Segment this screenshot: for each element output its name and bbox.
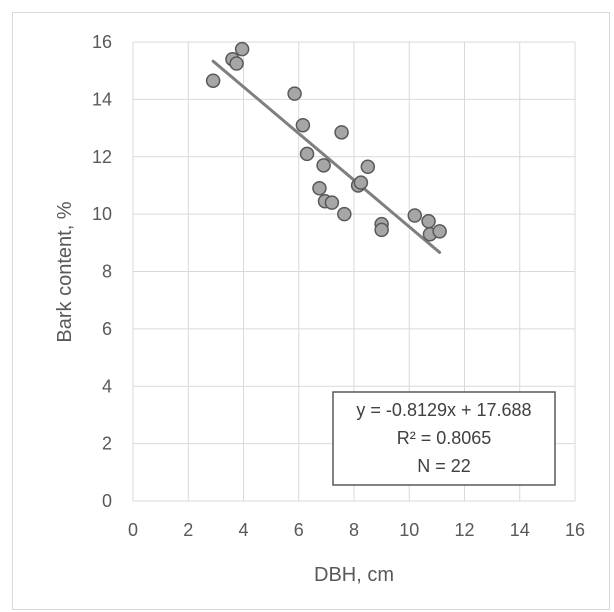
data-point	[334, 125, 349, 140]
data-point	[299, 146, 315, 162]
y-tick-label: 4	[102, 376, 112, 396]
data-point	[337, 206, 352, 222]
r-squared-label: R² = 0.8065	[397, 428, 492, 448]
data-point	[316, 158, 331, 173]
x-tick-label: 16	[565, 520, 585, 540]
data-point	[229, 56, 244, 71]
trendline	[211, 59, 442, 254]
annotation-box	[332, 391, 556, 486]
y-axis-title: Bark content, %	[54, 201, 76, 342]
y-tick-label: 16	[92, 32, 112, 52]
y-tick-label: 0	[102, 491, 112, 511]
x-tick-label: 14	[510, 520, 530, 540]
y-tick-label: 12	[92, 147, 112, 167]
x-tick-label: 4	[238, 520, 248, 540]
x-tick-label: 12	[454, 520, 474, 540]
x-tick-labels: 0 2 4 6 8 10 12 14 16	[128, 520, 585, 540]
data-point	[353, 175, 369, 190]
sample-size-label: N = 22	[417, 456, 471, 476]
x-tick-label: 0	[128, 520, 138, 540]
data-point	[360, 159, 376, 175]
data-point	[234, 41, 250, 57]
x-tick-label: 2	[183, 520, 193, 540]
y-tick-label: 2	[102, 434, 112, 454]
x-tick-label: 6	[294, 520, 304, 540]
data-point	[407, 208, 423, 223]
data-points	[205, 41, 447, 242]
y-tick-label: 10	[92, 204, 112, 224]
regression-annotation-box: y = -0.8129x + 17.688 R² = 0.8065 N = 22	[332, 391, 556, 486]
data-point	[205, 73, 221, 88]
data-point	[432, 224, 447, 239]
y-tick-label: 14	[92, 89, 112, 109]
chart-frame	[12, 12, 610, 610]
data-point	[312, 181, 327, 196]
data-point	[324, 195, 340, 210]
data-point	[287, 86, 302, 101]
y-tick-labels: 0 2 4 6 8 10 12 14 16	[92, 32, 112, 511]
x-tick-label: 10	[399, 520, 419, 540]
data-point	[295, 117, 311, 133]
data-point	[421, 214, 436, 229]
y-tick-label: 8	[102, 262, 112, 282]
data-point	[374, 222, 389, 238]
x-tick-label: 8	[349, 520, 359, 540]
x-axis-title: DBH, cm	[314, 564, 394, 586]
regression-equation: y = -0.8129x + 17.688	[356, 400, 531, 420]
y-tick-label: 6	[102, 319, 112, 339]
